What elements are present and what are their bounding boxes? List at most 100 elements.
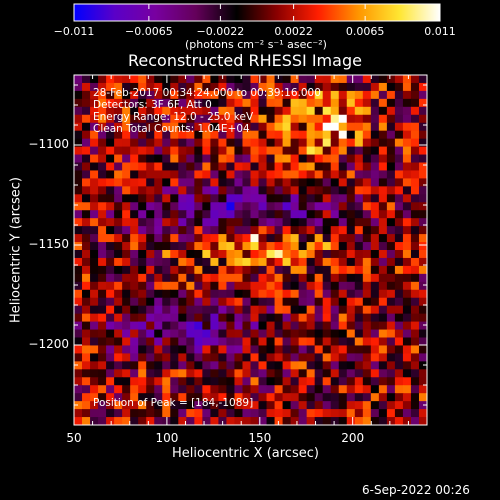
heatmap-cell (90, 114, 99, 124)
heatmap-cell (154, 337, 163, 347)
heatmap-cell (186, 226, 195, 235)
heatmap-cell (306, 353, 316, 362)
heatmap-cell (386, 353, 396, 362)
heatmap-cell (386, 234, 396, 243)
heatmap-cell (266, 409, 276, 418)
heatmap-cell (266, 361, 276, 370)
heatmap-cell (90, 377, 99, 386)
heatmap-cell (234, 162, 244, 172)
heatmap-cell (226, 98, 236, 108)
heatmap-cell (74, 361, 83, 370)
heatmap-cell (114, 186, 123, 195)
heatmap-cell (410, 265, 420, 275)
heatmap-cell (130, 409, 139, 418)
heatmap-cell (290, 409, 300, 418)
heatmap-cell (114, 106, 123, 116)
heatmap-cell (138, 138, 147, 148)
heatmap-cell (282, 234, 292, 243)
heatmap-cell (402, 409, 412, 418)
heatmap-cell (242, 242, 252, 251)
heatmap-cell (402, 75, 412, 84)
heatmap-cell (98, 202, 107, 211)
heatmap-cell (154, 162, 163, 172)
heatmap-cell (250, 393, 260, 402)
heatmap-cell (242, 226, 252, 235)
heatmap-cell (170, 218, 179, 227)
heatmap-cell (266, 321, 276, 331)
heatmap-cell (250, 218, 260, 227)
heatmap-cell (146, 297, 155, 307)
heatmap-cell (314, 337, 324, 347)
heatmap-cell (146, 417, 155, 425)
heatmap-cell (354, 337, 364, 347)
heatmap-cell (362, 289, 372, 299)
heatmap-cell (290, 146, 300, 156)
heatmap-cell (298, 122, 308, 132)
heatmap-cell (258, 210, 268, 219)
heatmap-cell (274, 361, 284, 370)
heatmap-cell (202, 289, 211, 299)
heatmap-cell (242, 409, 252, 418)
heatmap-cell (298, 226, 308, 235)
heatmap-cell (114, 250, 123, 259)
heatmap-cell (226, 265, 236, 275)
heatmap-cell (114, 393, 123, 402)
heatmap-cell (170, 289, 179, 299)
heatmap-cell (218, 90, 228, 100)
heatmap-cell (354, 305, 364, 315)
heatmap-cell (218, 82, 228, 92)
heatmap-cell (258, 194, 268, 203)
heatmap-cell (162, 281, 171, 291)
heatmap-cell (162, 297, 171, 307)
heatmap-cell (210, 393, 220, 402)
heatmap-cell (250, 257, 260, 267)
heatmap-cell (98, 234, 107, 243)
heatmap-cell (162, 98, 171, 108)
heatmap-cell (410, 401, 420, 410)
heatmap-cell (250, 289, 260, 299)
heatmap-cell (226, 353, 236, 362)
heatmap-cell (410, 242, 420, 251)
heatmap-cell (402, 90, 412, 100)
heatmap-cell (90, 210, 99, 219)
heatmap-cell (226, 75, 236, 84)
heatmap-cell (250, 186, 260, 195)
heatmap-cell (210, 297, 220, 307)
heatmap-cell (306, 297, 316, 307)
heatmap-cell (250, 90, 260, 100)
heatmap-cell (410, 146, 420, 156)
heatmap-cell (346, 202, 356, 211)
heatmap-cell (338, 146, 348, 156)
heatmap-cell (322, 250, 332, 259)
heatmap-cell (178, 226, 187, 235)
heatmap-cell (282, 226, 292, 235)
colorbar-tick-label: −0.0065 (125, 25, 173, 38)
heatmap-cell (362, 409, 372, 418)
heatmap-cell (202, 369, 211, 378)
heatmap-cell (386, 242, 396, 251)
heatmap-cell (170, 186, 179, 195)
heatmap-cell (122, 210, 131, 219)
heatmap-cell (362, 257, 372, 267)
heatmap-cell (210, 385, 220, 394)
heatmap-cell (306, 409, 316, 418)
heatmap-cell (258, 305, 268, 315)
heatmap-cell (394, 242, 404, 251)
heatmap-cell (170, 321, 179, 331)
heatmap-cell (146, 393, 155, 402)
heatmap-cell (346, 170, 356, 179)
heatmap-cell (122, 393, 131, 402)
heatmap-cell (322, 138, 332, 148)
heatmap-cell (378, 401, 388, 410)
heatmap-cell (266, 281, 276, 291)
heatmap-cell (234, 194, 244, 203)
heatmap-cell (386, 417, 396, 425)
heatmap-cell (314, 377, 324, 386)
heatmap-cell (98, 178, 107, 187)
heatmap-cell (122, 353, 131, 362)
heatmap-cell (274, 194, 284, 203)
heatmap-cell (82, 337, 91, 347)
heatmap-cell (194, 361, 203, 370)
heatmap-cell (98, 218, 107, 227)
heatmap-cell (378, 281, 388, 291)
